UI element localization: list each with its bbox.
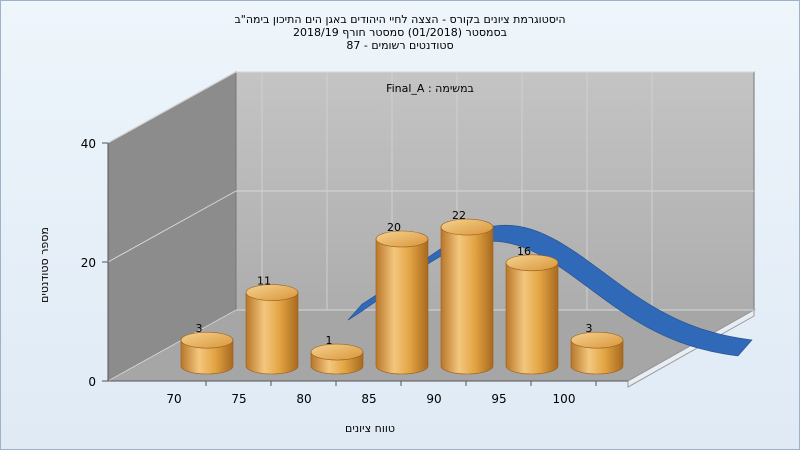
chart-title-line-1: היסטוגרמת ציונים בקורס - הצצה לחיי היהוד…	[234, 13, 566, 26]
bar-body	[440, 226, 494, 375]
bar-value-label: 11	[257, 275, 271, 288]
bar-value-label: 3	[196, 322, 203, 335]
x-tick-label: 100	[553, 392, 576, 406]
bar-top	[245, 284, 299, 301]
chart-title-line-2: בסמסטר (01/2018) סמסטר חורף 2018/19	[293, 26, 507, 39]
bar-85: 20	[375, 221, 429, 375]
x-axis-label: טווח ציונים	[345, 422, 395, 435]
chart-annotation: Final_A : במשימה	[386, 82, 474, 95]
bar-80: 1	[310, 334, 364, 375]
gridline-side	[107, 190, 237, 263]
bar-95: 16	[505, 245, 559, 375]
gridline-side	[107, 309, 237, 382]
x-tick-label: 90	[426, 392, 441, 406]
gridline-side	[107, 71, 237, 144]
bar-top	[310, 343, 364, 361]
bar-top	[505, 254, 559, 272]
bar-90: 22	[440, 209, 494, 375]
x-tick-label: 70	[166, 392, 181, 406]
bar-body	[570, 339, 624, 375]
bar-value-label: 16	[517, 245, 531, 258]
y-tick-label: 0	[88, 375, 96, 389]
bar-value-label: 1	[326, 334, 333, 347]
bar-value-label: 3	[586, 322, 593, 335]
x-tick-label: 75	[231, 392, 246, 406]
bar-body	[375, 238, 429, 375]
bar-body	[505, 262, 559, 375]
x-tick-label: 80	[296, 392, 311, 406]
bar-top	[570, 331, 624, 349]
bar-value-label: 22	[452, 209, 466, 222]
chart-axes: 0 20 40 70 75 80 85 90 95 100	[81, 137, 628, 406]
bar-value-label: 20	[387, 221, 401, 234]
bar-100: 3	[570, 322, 624, 375]
chart-title-line-3: סטודנטים רשומים - 87	[346, 39, 454, 52]
bar-top	[180, 331, 234, 349]
x-tick-label: 95	[491, 392, 506, 406]
bar-75: 11	[245, 275, 299, 375]
y-tick-label: 20	[81, 256, 96, 270]
chart-gridlines	[107, 71, 754, 382]
y-axis-label: מספר סטודנטים	[38, 227, 51, 303]
y-tick-label: 40	[81, 137, 96, 151]
x-tick-label: 85	[361, 392, 376, 406]
bar-top	[375, 230, 429, 248]
bar-body	[180, 339, 234, 375]
bar-body	[245, 292, 299, 375]
bar-top	[440, 218, 494, 236]
bar-70: 3	[180, 322, 234, 375]
